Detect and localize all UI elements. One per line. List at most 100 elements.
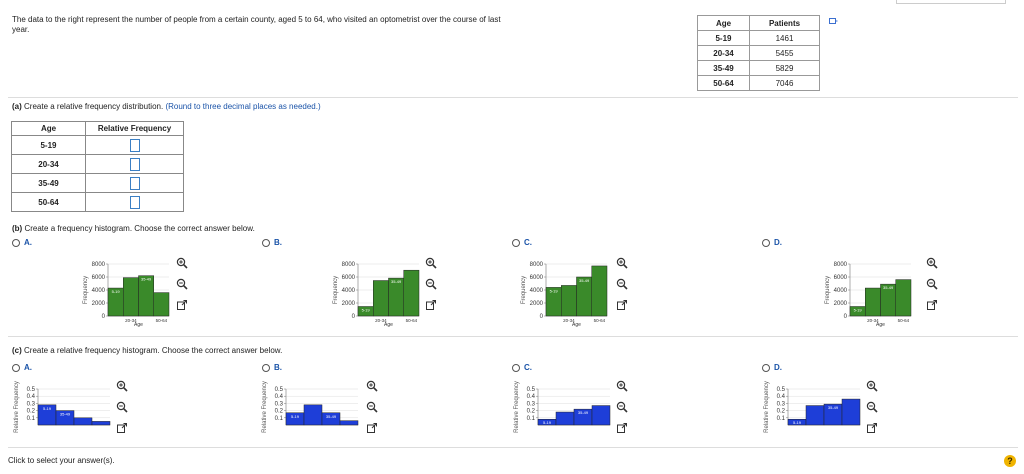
part-b-option-b[interactable]: B. xyxy=(262,238,282,247)
bar-label: 5-19 xyxy=(854,308,863,313)
pop-out-icon[interactable] xyxy=(366,422,378,434)
answer-input[interactable] xyxy=(129,138,140,152)
y-tick-label: 8000 xyxy=(342,262,356,268)
part-c-prompt: (c) Create a relative frequency histogra… xyxy=(12,346,282,355)
zoom-out-icon[interactable] xyxy=(116,401,128,413)
zoom-out-icon[interactable] xyxy=(176,278,188,290)
chart-tools xyxy=(616,380,630,443)
answer-input[interactable] xyxy=(129,157,140,171)
radio-button[interactable] xyxy=(262,363,270,372)
histogram-bar xyxy=(805,405,825,426)
answer-input[interactable] xyxy=(129,195,140,209)
zoom-out-icon[interactable] xyxy=(926,278,938,290)
y-axis-label: Relative Frequency xyxy=(514,381,520,433)
histogram-b-a: Frequency 8000 6000 4000 2000 0 5-19 35-49 20-34… xyxy=(78,260,173,328)
pop-out-icon[interactable] xyxy=(425,299,437,311)
y-tick-label: 0.2 xyxy=(27,409,36,415)
zoom-in-icon[interactable] xyxy=(616,380,628,392)
part-c-text: Create a relative frequency histogram. C… xyxy=(24,346,283,355)
y-tick-label: 0.4 xyxy=(777,394,786,400)
part-b-option-c[interactable]: C. xyxy=(512,238,532,247)
copy-data-icon[interactable] xyxy=(829,18,838,25)
radio-button[interactable] xyxy=(762,238,770,247)
bar-label: 35-49 xyxy=(828,405,839,410)
top-bar xyxy=(0,0,1024,8)
part-c-label: (c) xyxy=(12,346,22,355)
zoom-out-icon[interactable] xyxy=(366,401,378,413)
age-cell: 35-49 xyxy=(11,173,86,193)
histogram-c-c: Relative Frequency 0.5 0.4 0.3 0.2 0.1 5-19 35-… xyxy=(514,381,614,433)
y-tick-label: 6000 xyxy=(834,275,848,281)
part-c-option-c[interactable]: C. xyxy=(512,363,532,372)
answer-cell xyxy=(85,135,184,155)
histogram-bar xyxy=(303,404,323,426)
histogram-bar xyxy=(339,420,359,426)
radio-button[interactable] xyxy=(512,363,520,372)
chart-tools xyxy=(116,380,130,443)
rf-table-header: Age Relative Frequency xyxy=(11,121,184,136)
pop-out-icon[interactable] xyxy=(176,299,188,311)
part-c-option-d[interactable]: D. xyxy=(762,363,782,372)
histogram-svg: Frequency 8000 6000 4000 2000 0 5-19 35-49 20-34… xyxy=(333,262,420,328)
patients-cell: 1461 xyxy=(749,30,820,46)
histogram-bar xyxy=(591,405,611,426)
age-cell: 20-34 xyxy=(697,45,750,61)
radio-button[interactable] xyxy=(12,238,20,247)
age-cell: 5-19 xyxy=(697,30,750,46)
zoom-out-icon[interactable] xyxy=(425,278,437,290)
part-c-option-b[interactable]: B. xyxy=(262,363,282,372)
part-b-option-d[interactable]: D. xyxy=(762,238,782,247)
answer-cell xyxy=(85,173,184,193)
y-tick-label: 0 xyxy=(844,314,848,320)
y-tick-label: 8000 xyxy=(530,262,544,268)
histogram-bar xyxy=(591,265,608,317)
radio-button[interactable] xyxy=(262,238,270,247)
y-tick-label: 0.5 xyxy=(777,387,786,393)
zoom-in-icon[interactable] xyxy=(366,380,378,392)
zoom-in-icon[interactable] xyxy=(926,257,938,269)
divider xyxy=(8,447,1018,448)
pop-out-icon[interactable] xyxy=(116,422,128,434)
part-b-option-a[interactable]: A. xyxy=(12,238,32,247)
part-b-prompt: (b) Create a frequency histogram. Choose… xyxy=(12,224,255,233)
histogram-svg: Relative Frequency 0.50.40.3 0.20.1 5-19 35-… xyxy=(14,381,111,433)
histogram-c-a: Relative Frequency 0.5 0.4 0.3 0.2 0.1 5-19 35-… xyxy=(14,381,114,433)
y-tick-label: 0.2 xyxy=(777,409,786,415)
x-tick-label: 20-34 xyxy=(563,318,575,323)
radio-button[interactable] xyxy=(12,363,20,372)
histogram-svg: Frequency 8000 6000 4000 2000 0 5-19 35-49 20-34… xyxy=(825,262,912,328)
histogram-svg: Frequency 8000 6000 4000 2000 0 5-19 35-49 20-34… xyxy=(83,262,170,328)
pop-out-icon[interactable] xyxy=(616,422,628,434)
histogram-bar xyxy=(123,277,139,317)
histogram-b-c: Frequency 8000 6000 4000 2000 0 5-19 35-49 20-34… xyxy=(516,260,611,328)
part-c-option-a[interactable]: A. xyxy=(12,363,32,372)
data-table-header: Age Patients xyxy=(697,15,820,31)
pop-out-icon[interactable] xyxy=(926,299,938,311)
bar-label: 35-49 xyxy=(60,412,71,417)
bar-label: 5-19 xyxy=(550,288,559,293)
radio-button[interactable] xyxy=(762,363,770,372)
help-button[interactable]: ? xyxy=(1004,455,1016,467)
y-tick-label: 0.4 xyxy=(527,394,536,400)
zoom-in-icon[interactable] xyxy=(425,257,437,269)
bar-label: 5-19 xyxy=(43,406,52,411)
zoom-in-icon[interactable] xyxy=(616,257,628,269)
table-row: 35-49 5829 xyxy=(697,60,820,76)
histogram-bar xyxy=(321,412,341,426)
zoom-out-icon[interactable] xyxy=(866,401,878,413)
zoom-in-icon[interactable] xyxy=(176,257,188,269)
bar-label: 35-49 xyxy=(579,278,590,283)
pop-out-icon[interactable] xyxy=(616,299,628,311)
footer-instruction: Click to select your answer(s). xyxy=(8,456,115,465)
x-tick-label: 50-64 xyxy=(156,318,168,323)
zoom-out-icon[interactable] xyxy=(616,401,628,413)
table-row: 5-19 xyxy=(11,135,184,155)
zoom-in-icon[interactable] xyxy=(116,380,128,392)
answer-input[interactable] xyxy=(129,176,140,190)
zoom-out-icon[interactable] xyxy=(616,278,628,290)
histogram-svg: Relative Frequency 0.50.40.3 0.20.1 5-19 35-… xyxy=(764,381,861,433)
pop-out-icon[interactable] xyxy=(866,422,878,434)
option-label: A. xyxy=(24,238,32,247)
radio-button[interactable] xyxy=(512,238,520,247)
zoom-in-icon[interactable] xyxy=(866,380,878,392)
